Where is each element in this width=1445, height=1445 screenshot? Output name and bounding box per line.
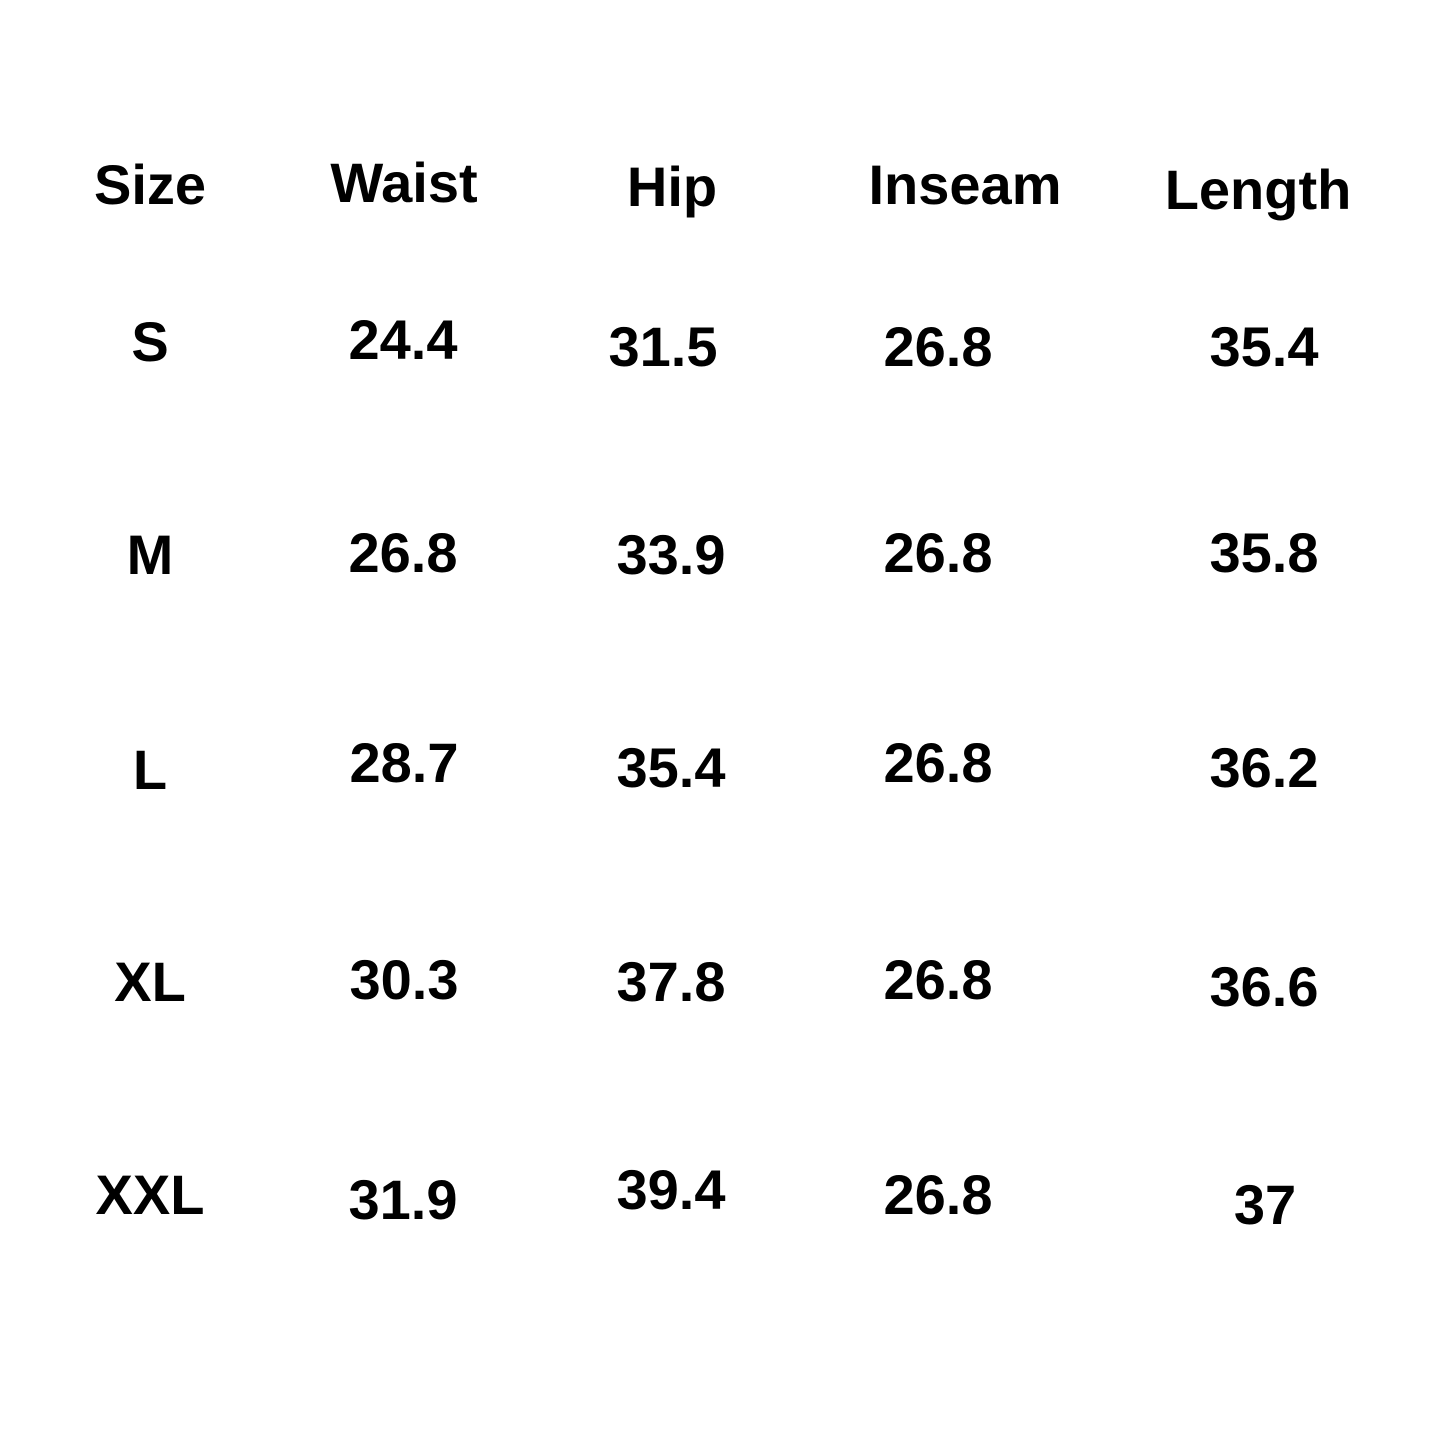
table-cell-waist: 31.9 [348,1168,458,1231]
column-header-inseam: Inseam [868,153,1062,216]
table-cell-inseam: 26.8 [883,521,993,584]
size-label: XL [114,950,186,1013]
size-label: M [126,523,174,586]
table-cell-hip: 39.4 [616,1158,726,1221]
table-cell-waist: 26.8 [348,521,458,584]
table-cell-length: 35.4 [1209,315,1319,378]
table-cell-inseam: 26.8 [883,948,993,1011]
table-cell-hip: 37.8 [616,950,726,1013]
table-cell-hip: 35.4 [616,736,726,799]
table-cell-inseam: 26.8 [883,315,993,378]
size-label: L [132,738,168,801]
table-cell-waist: 28.7 [349,731,459,794]
column-header-size: Size [93,153,207,216]
table-cell-hip: 31.5 [608,315,718,378]
column-header-hip: Hip [626,155,718,218]
size-label: S [131,310,169,373]
column-header-waist: Waist [330,151,478,214]
column-header-length: Length [1164,158,1352,221]
table-cell-hip: 33.9 [616,523,726,586]
table-cell-length: 36.6 [1209,955,1319,1018]
table-cell-inseam: 26.8 [883,1163,993,1226]
table-cell-waist: 24.4 [348,308,458,371]
table-cell-length: 36.2 [1209,736,1319,799]
table-cell-inseam: 26.8 [883,731,993,794]
size-label: XXL [95,1163,205,1226]
table-cell-length: 37 [1233,1173,1297,1236]
table-cell-length: 35.8 [1209,521,1319,584]
table-cell-waist: 30.3 [349,948,459,1011]
